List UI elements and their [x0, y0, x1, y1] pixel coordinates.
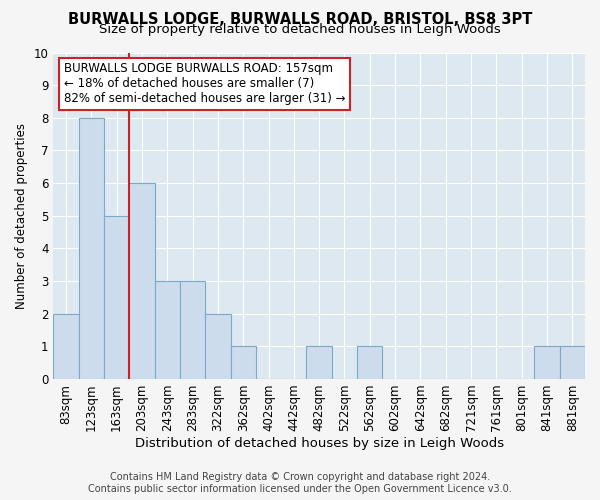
Bar [79, 118, 104, 379]
X-axis label: Distribution of detached houses by size in Leigh Woods: Distribution of detached houses by size … [134, 437, 504, 450]
Bar [560, 346, 585, 379]
Bar [104, 216, 129, 379]
Text: Size of property relative to detached houses in Leigh Woods: Size of property relative to detached ho… [99, 22, 501, 36]
Bar [230, 346, 256, 379]
Bar [535, 346, 560, 379]
Bar [357, 346, 382, 379]
Bar [205, 314, 230, 379]
Bar [155, 281, 180, 379]
Text: Contains HM Land Registry data © Crown copyright and database right 2024.
Contai: Contains HM Land Registry data © Crown c… [88, 472, 512, 494]
Bar [129, 183, 155, 379]
Bar [53, 314, 79, 379]
Y-axis label: Number of detached properties: Number of detached properties [15, 122, 28, 308]
Bar [307, 346, 332, 379]
Bar [180, 281, 205, 379]
Text: BURWALLS LODGE, BURWALLS ROAD, BRISTOL, BS8 3PT: BURWALLS LODGE, BURWALLS ROAD, BRISTOL, … [68, 12, 532, 28]
Text: BURWALLS LODGE BURWALLS ROAD: 157sqm
← 18% of detached houses are smaller (7)
82: BURWALLS LODGE BURWALLS ROAD: 157sqm ← 1… [64, 62, 346, 106]
